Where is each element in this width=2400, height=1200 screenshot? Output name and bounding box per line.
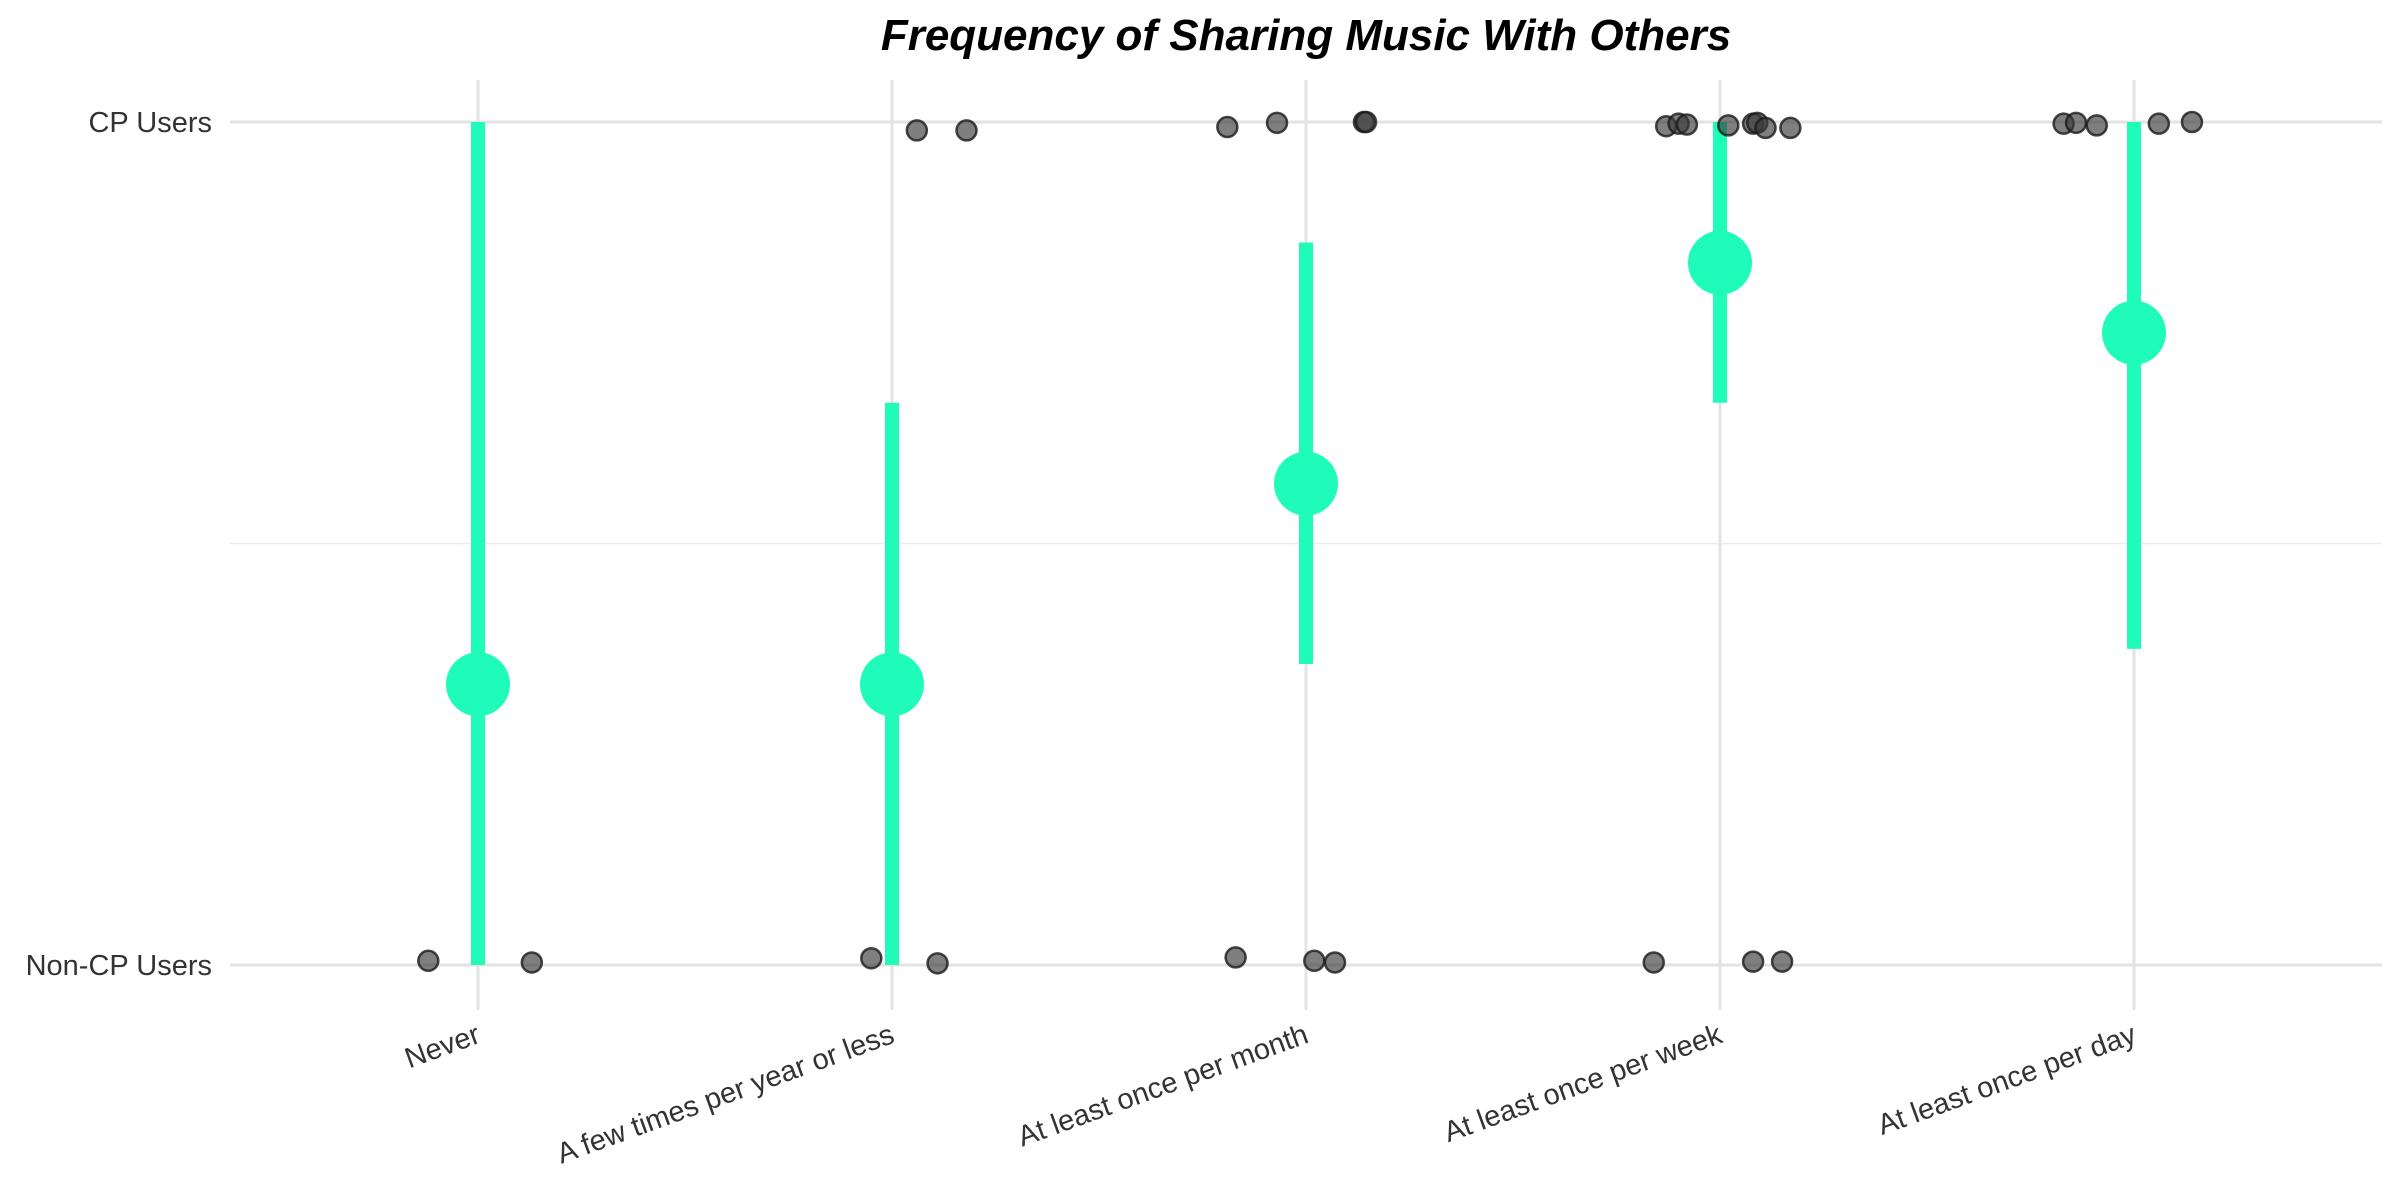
data-point	[1265, 111, 1289, 135]
data-point	[1754, 116, 1777, 140]
data-point	[2085, 114, 2108, 137]
x-tick-label: At least once per month	[1014, 1019, 1313, 1154]
y-tick-label: CP Users	[88, 107, 212, 139]
data-point	[955, 119, 978, 142]
data-point	[1779, 116, 1802, 140]
data-point	[1224, 946, 1247, 969]
axis-labels: Non-CP Users CP Users Never A few times per…	[26, 107, 2141, 1170]
chart-title: Frequency of Sharing Music With Others	[881, 11, 1731, 60]
mean-point	[1688, 230, 1752, 295]
data-point	[1717, 114, 1740, 137]
data-point	[926, 952, 949, 975]
summary-layer	[446, 122, 2166, 965]
data-point	[860, 947, 883, 970]
data-point	[1642, 951, 1666, 974]
data-point	[520, 951, 544, 974]
data-point	[1354, 110, 1378, 134]
data-point	[1675, 113, 1699, 136]
data-point	[905, 119, 929, 142]
data-point	[1770, 950, 1794, 973]
data-point	[2147, 112, 2171, 135]
data-point	[1741, 950, 1765, 973]
mean-point	[446, 652, 510, 717]
data-point	[2180, 110, 2204, 134]
x-tick-label: Never	[401, 1018, 485, 1075]
data-point	[2064, 111, 2088, 135]
y-tick-label: Non-CP Users	[26, 950, 212, 982]
data-point	[1216, 115, 1239, 139]
mean-point	[1274, 451, 1338, 516]
mean-point	[2102, 300, 2166, 365]
data-points-layer	[417, 110, 2204, 975]
data-point	[1323, 951, 1347, 974]
x-tick-label: At least once per week	[1440, 1018, 1727, 1149]
data-point	[417, 949, 440, 973]
x-tick-label: At least once per day	[1873, 1018, 2140, 1141]
x-tick-label: A few times per year or less	[553, 1019, 899, 1171]
mean-point	[860, 652, 924, 717]
data-point	[1303, 949, 1326, 973]
